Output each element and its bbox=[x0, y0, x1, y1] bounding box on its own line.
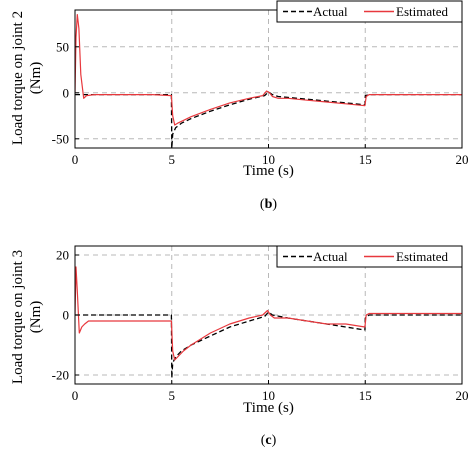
x-tick-label: 10 bbox=[262, 152, 275, 167]
y-tick-label: 0 bbox=[63, 308, 70, 323]
y-axis-label: Load torque on joint 2 (Nm) bbox=[10, 11, 44, 145]
y-tick-label: 0 bbox=[63, 85, 70, 100]
y-tick-label: -20 bbox=[52, 368, 69, 383]
caption-close: ) bbox=[272, 433, 277, 448]
legend-label-actual: Actual bbox=[313, 4, 348, 19]
x-tick-label: 0 bbox=[72, 388, 79, 403]
y-tick-label: -50 bbox=[52, 131, 69, 146]
x-tick-label: 15 bbox=[359, 388, 372, 403]
series-line-estimated bbox=[75, 14, 462, 126]
legend-label-estimated: Estimated bbox=[396, 249, 448, 264]
x-tick-label: 20 bbox=[456, 388, 469, 403]
legend: Actual Estimated bbox=[276, 245, 463, 268]
caption-letter: b bbox=[265, 197, 273, 212]
x-tick-label: 0 bbox=[72, 152, 79, 167]
x-tick-label: 15 bbox=[359, 152, 372, 167]
panel-caption: (c) bbox=[261, 433, 277, 448]
panel-caption: (b) bbox=[260, 197, 277, 212]
caption-open: ( bbox=[260, 197, 265, 212]
caption-letter: c bbox=[265, 433, 271, 448]
legend: Actual Estimated bbox=[276, 0, 463, 23]
y-axis-label-line: (Nm) bbox=[28, 62, 44, 95]
x-axis-label: Time (s) bbox=[243, 163, 294, 179]
x-tick-label: 20 bbox=[456, 152, 469, 167]
x-tick-label: 5 bbox=[169, 388, 176, 403]
caption-close: ) bbox=[272, 197, 277, 212]
y-axis-label-line: Load torque on joint 3 bbox=[10, 250, 26, 384]
y-axis-label: Load torque on joint 3 (Nm) bbox=[10, 250, 44, 384]
legend-label-estimated: Estimated bbox=[396, 4, 448, 19]
y-axis-label-line: (Nm) bbox=[28, 301, 44, 334]
x-tick-label: 10 bbox=[262, 388, 275, 403]
caption-open: ( bbox=[261, 433, 266, 448]
y-tick-label: 50 bbox=[56, 39, 69, 54]
x-axis-label: Time (s) bbox=[243, 400, 294, 416]
y-axis-label-line: Load torque on joint 2 bbox=[10, 11, 26, 145]
y-tick-label: 20 bbox=[56, 248, 69, 263]
x-tick-label: 5 bbox=[169, 152, 176, 167]
series-line-estimated bbox=[75, 266, 462, 361]
legend-label-actual: Actual bbox=[313, 249, 348, 264]
